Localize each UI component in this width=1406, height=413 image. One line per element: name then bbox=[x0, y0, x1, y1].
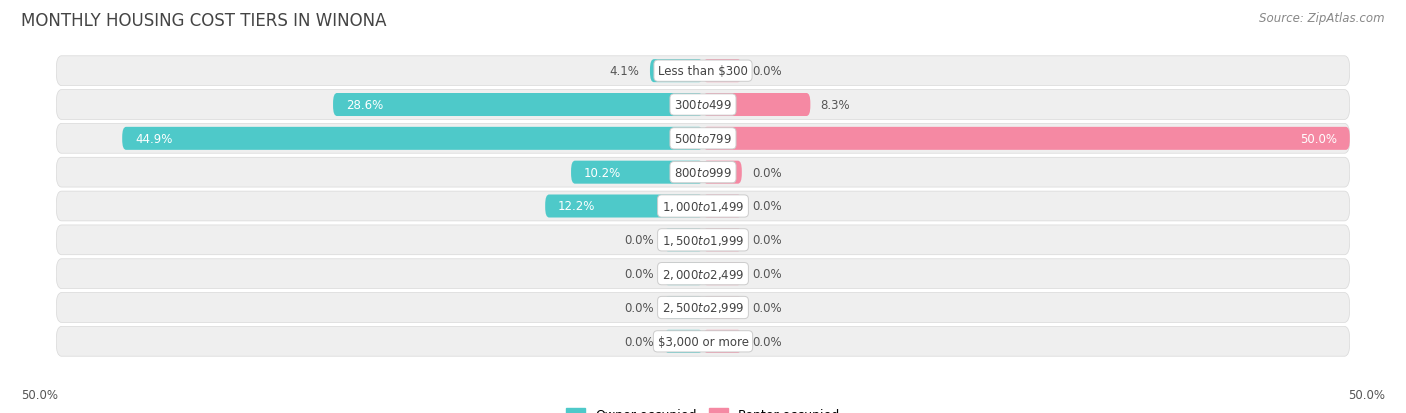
FancyBboxPatch shape bbox=[650, 60, 703, 83]
Text: 0.0%: 0.0% bbox=[752, 65, 782, 78]
Text: $800 to $999: $800 to $999 bbox=[673, 166, 733, 179]
Text: 10.2%: 10.2% bbox=[583, 166, 621, 179]
FancyBboxPatch shape bbox=[56, 192, 1350, 221]
Text: $500 to $799: $500 to $799 bbox=[673, 133, 733, 145]
Text: Less than $300: Less than $300 bbox=[658, 65, 748, 78]
Text: 44.9%: 44.9% bbox=[135, 133, 173, 145]
FancyBboxPatch shape bbox=[56, 158, 1350, 188]
Text: 50.0%: 50.0% bbox=[21, 388, 58, 401]
FancyBboxPatch shape bbox=[56, 259, 1350, 289]
FancyBboxPatch shape bbox=[664, 263, 703, 285]
FancyBboxPatch shape bbox=[664, 296, 703, 319]
Text: 4.1%: 4.1% bbox=[610, 65, 640, 78]
Text: MONTHLY HOUSING COST TIERS IN WINONA: MONTHLY HOUSING COST TIERS IN WINONA bbox=[21, 12, 387, 30]
Text: Source: ZipAtlas.com: Source: ZipAtlas.com bbox=[1260, 12, 1385, 25]
FancyBboxPatch shape bbox=[703, 229, 742, 252]
FancyBboxPatch shape bbox=[703, 263, 742, 285]
FancyBboxPatch shape bbox=[703, 94, 810, 117]
Text: 50.0%: 50.0% bbox=[1299, 133, 1337, 145]
Text: $3,000 or more: $3,000 or more bbox=[658, 335, 748, 348]
Text: 0.0%: 0.0% bbox=[624, 234, 654, 247]
FancyBboxPatch shape bbox=[56, 57, 1350, 86]
FancyBboxPatch shape bbox=[703, 296, 742, 319]
FancyBboxPatch shape bbox=[703, 161, 742, 184]
Text: 50.0%: 50.0% bbox=[1348, 388, 1385, 401]
Text: $1,500 to $1,999: $1,500 to $1,999 bbox=[662, 233, 744, 247]
FancyBboxPatch shape bbox=[703, 60, 742, 83]
FancyBboxPatch shape bbox=[571, 161, 703, 184]
Text: 0.0%: 0.0% bbox=[752, 335, 782, 348]
Text: 0.0%: 0.0% bbox=[752, 234, 782, 247]
Text: $300 to $499: $300 to $499 bbox=[673, 99, 733, 112]
FancyBboxPatch shape bbox=[546, 195, 703, 218]
FancyBboxPatch shape bbox=[664, 229, 703, 252]
FancyBboxPatch shape bbox=[56, 225, 1350, 255]
Text: 28.6%: 28.6% bbox=[346, 99, 384, 112]
FancyBboxPatch shape bbox=[703, 128, 1350, 150]
FancyBboxPatch shape bbox=[664, 330, 703, 353]
Text: 0.0%: 0.0% bbox=[752, 166, 782, 179]
Text: 0.0%: 0.0% bbox=[624, 301, 654, 314]
FancyBboxPatch shape bbox=[703, 330, 742, 353]
Text: 0.0%: 0.0% bbox=[624, 268, 654, 280]
Text: $1,000 to $1,499: $1,000 to $1,499 bbox=[662, 199, 744, 214]
Text: 0.0%: 0.0% bbox=[752, 301, 782, 314]
FancyBboxPatch shape bbox=[333, 94, 703, 117]
FancyBboxPatch shape bbox=[56, 90, 1350, 120]
Text: 8.3%: 8.3% bbox=[821, 99, 851, 112]
FancyBboxPatch shape bbox=[703, 195, 742, 218]
FancyBboxPatch shape bbox=[56, 327, 1350, 356]
Text: 0.0%: 0.0% bbox=[752, 200, 782, 213]
FancyBboxPatch shape bbox=[122, 128, 703, 150]
FancyBboxPatch shape bbox=[56, 124, 1350, 154]
Text: $2,000 to $2,499: $2,000 to $2,499 bbox=[662, 267, 744, 281]
FancyBboxPatch shape bbox=[56, 293, 1350, 323]
Text: 12.2%: 12.2% bbox=[558, 200, 596, 213]
Text: $2,500 to $2,999: $2,500 to $2,999 bbox=[662, 301, 744, 315]
Text: 0.0%: 0.0% bbox=[624, 335, 654, 348]
Text: 0.0%: 0.0% bbox=[752, 268, 782, 280]
Legend: Owner-occupied, Renter-occupied: Owner-occupied, Renter-occupied bbox=[561, 404, 845, 413]
